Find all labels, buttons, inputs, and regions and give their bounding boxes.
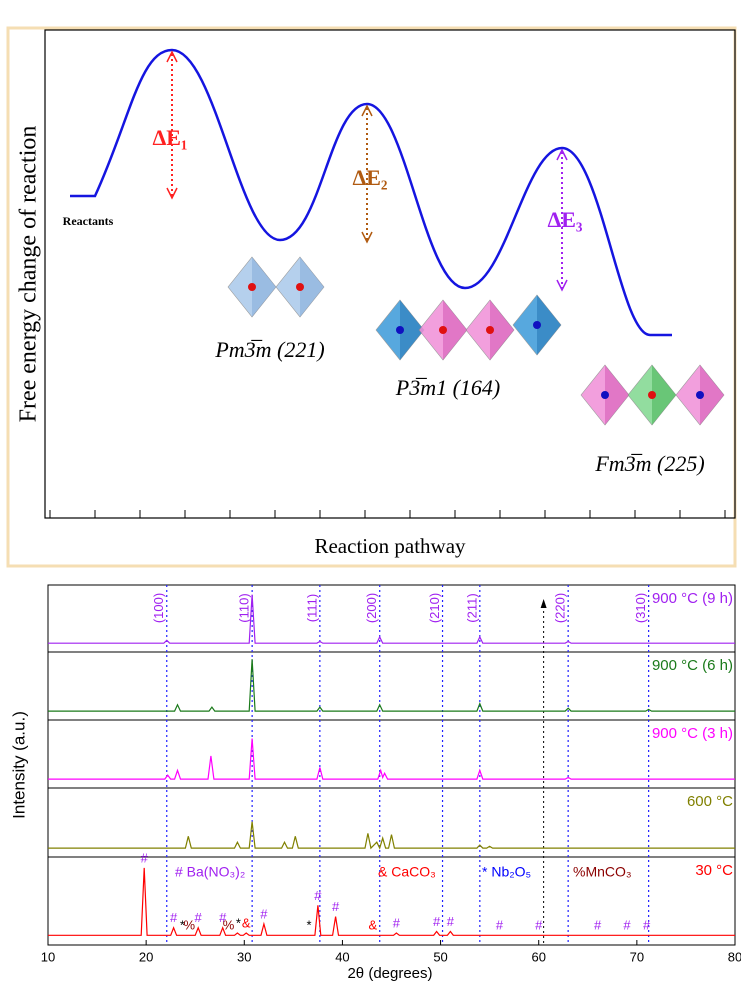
x-axis-label: 2θ (degrees) xyxy=(347,965,432,982)
series-label: 900 °C (9 h) xyxy=(652,590,733,607)
xrd-pattern xyxy=(48,821,735,850)
octahedron-face xyxy=(652,365,676,425)
peak-marker: # xyxy=(260,906,268,921)
peak-marker: # xyxy=(141,850,149,865)
peak-marker: % xyxy=(223,918,235,933)
series-label: 900 °C (3 h) xyxy=(652,725,733,742)
atom xyxy=(533,321,541,329)
series-label: 30 °C xyxy=(695,862,733,879)
peak-marker: # xyxy=(219,910,227,925)
atom xyxy=(248,283,256,291)
legend-note: %MnCO₃ xyxy=(573,864,632,880)
octahedron-face xyxy=(300,257,324,317)
peak-marker: # xyxy=(643,918,651,933)
hkl-label: (220) xyxy=(553,593,568,623)
hkl-label: (210) xyxy=(427,593,442,623)
xrd-frame xyxy=(47,584,736,946)
hkl-label: (110) xyxy=(237,593,252,622)
x-tick-label: 50 xyxy=(433,949,447,964)
xrd-pattern xyxy=(48,738,735,780)
legend-note: * Nb₂O₅ xyxy=(482,864,531,880)
atom xyxy=(648,391,656,399)
energy-curve xyxy=(70,48,672,337)
hkl-label: (200) xyxy=(364,593,379,623)
series-label: 600 °C xyxy=(687,793,733,810)
peak-marker: % xyxy=(184,918,196,933)
arrow-head xyxy=(361,104,373,244)
peak-marker: * xyxy=(236,915,241,930)
legend-note: & CaCO₃ xyxy=(378,864,436,880)
phase-label: Fm3̅m (225) xyxy=(594,451,704,476)
hkl-label: (100) xyxy=(151,593,166,623)
top-plot-box xyxy=(44,29,736,519)
hkl-label: (211) xyxy=(464,593,479,622)
octahedron-face xyxy=(252,257,276,317)
x-tick-label: 70 xyxy=(630,949,644,964)
atom xyxy=(696,391,704,399)
x-tick-label: 10 xyxy=(41,949,55,964)
peak-marker: # xyxy=(623,918,631,933)
x-tick-label: 80 xyxy=(728,949,741,964)
peak-marker: # xyxy=(170,910,178,925)
peak-marker: & xyxy=(242,915,251,930)
peak-marker: # xyxy=(314,888,322,903)
x-tick-label: 40 xyxy=(335,949,349,964)
peak-marker: # xyxy=(447,914,455,929)
xrd-pattern xyxy=(48,867,735,936)
atom xyxy=(486,326,494,334)
octahedron-face xyxy=(537,295,561,355)
xrd-pattern xyxy=(48,659,735,712)
arrow-head xyxy=(166,50,178,200)
phase-label: P3̅m1 (164) xyxy=(395,375,500,400)
barrier-label: ΔE₂ xyxy=(352,165,387,190)
atom xyxy=(601,391,609,399)
arrow-head xyxy=(556,148,568,292)
peak-marker: # xyxy=(496,918,504,933)
barrier-label: ΔE₁ xyxy=(152,125,187,150)
peak-marker: * xyxy=(180,918,185,933)
octahedron-face xyxy=(700,365,724,425)
x-tick-label: 30 xyxy=(237,949,251,964)
reactants-label: Reactants xyxy=(63,214,114,228)
barrier-label: ΔE₃ xyxy=(547,207,582,232)
octahedron-face xyxy=(400,300,424,360)
peak-marker: # xyxy=(433,914,441,929)
x-tick-label: 60 xyxy=(531,949,545,964)
atom xyxy=(296,283,304,291)
octahedron-face xyxy=(490,300,514,360)
x-axis-label: Reaction pathway xyxy=(314,534,466,558)
phase-label: Pm3̅m (221) xyxy=(214,337,324,362)
peak-marker: # xyxy=(535,918,543,933)
y-axis-label: Intensity (a.u.) xyxy=(9,711,28,819)
octahedron-face xyxy=(605,365,629,425)
xrd-pattern xyxy=(48,594,735,644)
y-axis-label: Free energy change of reaction xyxy=(16,126,42,423)
x-tick-label: 20 xyxy=(139,949,153,964)
peak-marker: # xyxy=(332,899,340,914)
peak-marker: & xyxy=(369,918,378,933)
atom xyxy=(396,326,404,334)
legend-note: # Ba(NO₃)₂ xyxy=(175,864,245,880)
atom xyxy=(439,326,447,334)
series-label: 900 °C (6 h) xyxy=(652,657,733,674)
hkl-label: (310) xyxy=(633,593,648,623)
octahedron-face xyxy=(443,300,467,360)
peak-marker: # xyxy=(195,910,203,925)
peak-marker: * xyxy=(307,918,312,933)
octahedra xyxy=(227,256,725,426)
peak-marker: # xyxy=(594,918,602,933)
arrow-head xyxy=(540,599,547,608)
peak-marker: # xyxy=(393,915,401,930)
hkl-label: (111) xyxy=(304,594,319,622)
